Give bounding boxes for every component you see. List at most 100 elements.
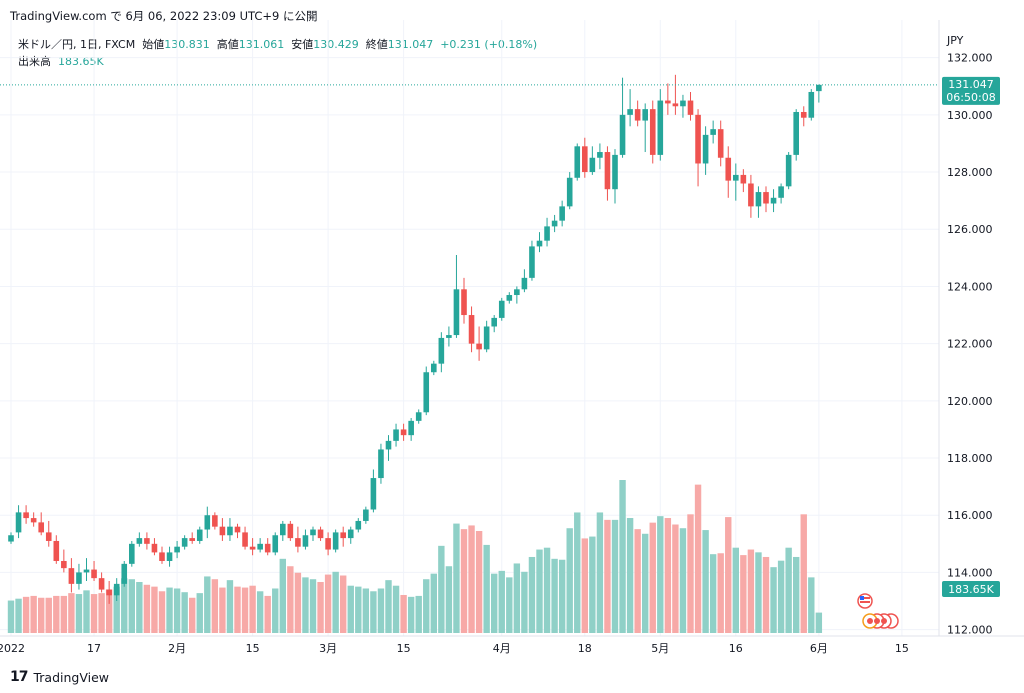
volume-bar: [657, 516, 664, 633]
candle: [770, 189, 777, 213]
volume-bar: [815, 612, 823, 633]
candle-body: [634, 109, 641, 121]
candle-body: [793, 111, 799, 155]
low-value: 130.429: [313, 38, 359, 51]
volume-bar: [506, 577, 513, 633]
volume-bar: [128, 579, 135, 633]
candle: [415, 409, 422, 424]
candle-body: [589, 157, 596, 173]
candle-body: [106, 589, 112, 596]
candle: [355, 518, 362, 533]
candle-body: [521, 277, 528, 290]
volume-bar: [272, 588, 279, 633]
candle: [189, 532, 195, 544]
candle: [551, 214, 558, 233]
candle-body: [544, 226, 550, 241]
candle-body: [431, 363, 437, 373]
candle-body: [408, 420, 414, 436]
candle: [491, 315, 497, 333]
candle: [8, 532, 14, 544]
candle: [544, 217, 550, 247]
time-axis[interactable]: 2022 17 2月 15 3月 15 4月 18 5月 16 6月 15: [0, 642, 909, 655]
candle-body: [785, 154, 792, 187]
symbol-legend: 米ドル／円, 1日, FXCM 始値130.831 高値131.061 安値13…: [18, 36, 537, 52]
event-markers[interactable]: [857, 593, 899, 629]
candle: [91, 560, 97, 582]
price-tick-label: 120.000: [947, 395, 993, 408]
volume-bar: [770, 567, 777, 633]
candle: [566, 172, 573, 210]
candle: [106, 581, 112, 604]
volume-bar: [294, 572, 302, 633]
volume-bar: [75, 594, 83, 633]
candle-body: [159, 552, 165, 561]
candle-body: [476, 343, 482, 350]
candle-body: [378, 449, 384, 479]
low-label: 安値: [291, 38, 314, 51]
candle: [257, 538, 263, 553]
candle: [393, 423, 399, 447]
time-tick-label: 5月: [651, 642, 669, 655]
volume-bar: [672, 524, 679, 633]
volume-bar: [105, 589, 113, 633]
candle: [461, 277, 467, 324]
volume-bar: [430, 573, 437, 633]
volume-bar: [740, 555, 747, 633]
candle: [498, 297, 505, 321]
time-tick-label: 16: [729, 642, 743, 655]
high-value: 131.061: [238, 38, 285, 51]
candle-body: [536, 240, 543, 247]
volume-bar: [45, 597, 52, 633]
candle: [83, 558, 90, 582]
volume-bar: [604, 519, 611, 633]
candle-body: [483, 326, 490, 350]
us-flag-icon[interactable]: [857, 593, 873, 609]
volume-bar: [709, 554, 717, 633]
candle-body: [212, 515, 218, 527]
candle-body: [755, 192, 762, 207]
candle: [144, 532, 150, 550]
candle-body: [566, 177, 573, 207]
volume-bar: [287, 566, 294, 633]
candle-body: [506, 295, 513, 301]
volume-bar: [355, 586, 362, 633]
currency-label: JPY: [946, 34, 964, 47]
volume-bar: [219, 587, 226, 633]
volume-bar: [332, 571, 339, 633]
brand-footer[interactable]: 17 TradingView: [10, 669, 109, 685]
volume-tag: [942, 581, 1000, 597]
candle: [302, 529, 309, 550]
candle: [408, 417, 414, 441]
candle-body: [438, 337, 445, 364]
price-chart[interactable]: JPY 112.000114.000116.000118.000120.0001…: [0, 0, 1024, 665]
candle: [468, 306, 475, 353]
candle-body: [76, 572, 82, 584]
candle-body: [423, 372, 430, 413]
time-tick-label: 15: [246, 642, 260, 655]
volume-bar: [158, 591, 166, 633]
candle: [800, 106, 807, 127]
candle-body: [38, 522, 44, 533]
time-tick-label: 2月: [168, 642, 186, 655]
close-value: 131.047: [387, 38, 434, 51]
candle-body: [280, 523, 286, 536]
candle: [816, 84, 822, 103]
candle-body: [129, 543, 135, 564]
candle-body: [53, 540, 60, 561]
candle-body: [446, 335, 452, 338]
volume-bar: [196, 593, 203, 633]
volume-label: 出来高: [18, 55, 51, 68]
candle-body: [770, 197, 777, 204]
jp-flag-icon[interactable]: [862, 613, 899, 629]
symbol-name[interactable]: 米ドル／円, 1日, FXCM: [18, 38, 136, 51]
volume-bar: [649, 522, 656, 633]
candle-body: [325, 538, 331, 550]
candle: [219, 518, 226, 541]
volume-legend: 出来高 183.65K: [18, 53, 104, 69]
candle-body: [695, 114, 701, 164]
candle: [15, 505, 22, 539]
price-axis[interactable]: 112.000 114.000 116.000 118.000 120.000 122.0…: [947, 52, 993, 637]
candle: [627, 89, 633, 127]
volume-bar: [528, 556, 536, 633]
volume-bar: [68, 593, 75, 633]
